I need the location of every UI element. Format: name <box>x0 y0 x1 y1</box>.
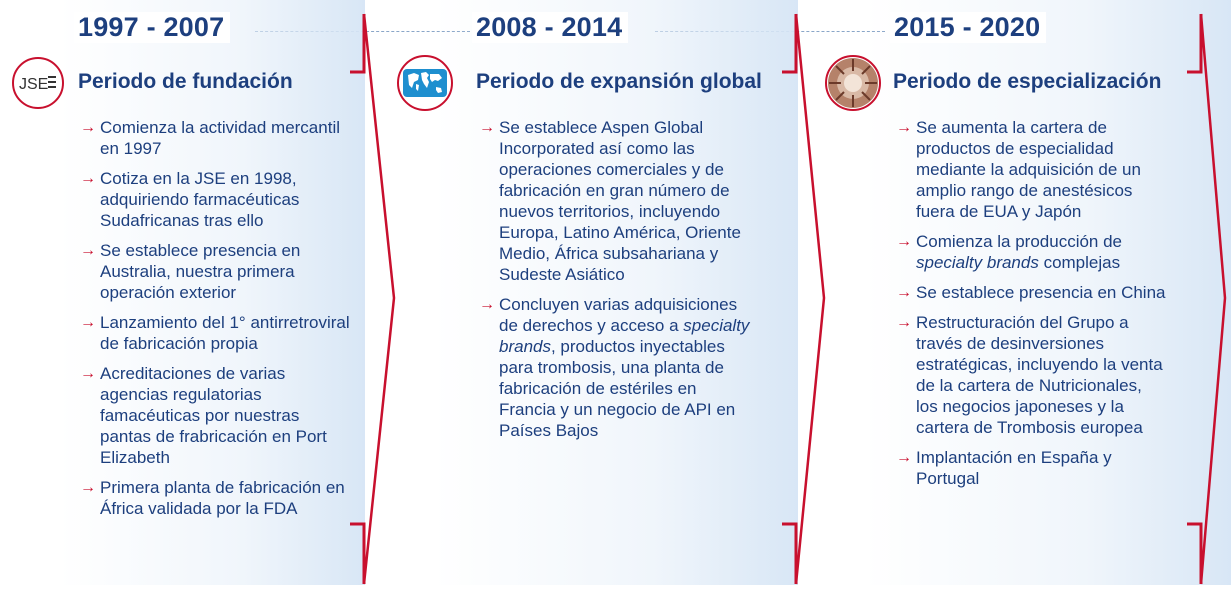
period-title: Periodo de fundación <box>78 70 293 93</box>
item-text: complejas <box>1038 253 1121 272</box>
period-item-list: → Se establece Aspen Global Incorporated … <box>479 117 754 450</box>
arrow-right-icon: → <box>479 119 495 136</box>
chevron-arrow-shape <box>782 13 826 585</box>
column-background <box>435 0 798 585</box>
arrow-right-icon: → <box>896 449 912 466</box>
item-text: Se establece presencia en Australia, nue… <box>100 241 301 302</box>
period-years: 1997 - 2007 <box>74 12 231 43</box>
period-column-1: 1997 - 2007 JSE Periodo de fundación → Co… <box>0 0 396 599</box>
period-years: 2015 - 2020 <box>890 12 1047 43</box>
arrow-right-icon: → <box>80 479 96 496</box>
world-map-icon <box>397 55 453 111</box>
column-background <box>865 0 1231 585</box>
arrow-right-icon: → <box>479 296 495 313</box>
column-background <box>60 0 365 585</box>
timeline-item: → Primera planta de fabricación en África… <box>80 477 355 519</box>
arrow-right-icon: → <box>896 119 912 136</box>
period-item-list: → Se aumenta la cartera de productos de e… <box>896 117 1166 498</box>
period-column-3: 2015 - 2020 Periodo de especialización →… <box>825 0 1231 599</box>
timeline-item: → Comienza la actividad mercantil en 1997 <box>80 117 355 159</box>
item-text: Comienza la actividad mercantil en 1997 <box>100 118 340 158</box>
item-text: Primera planta de fabricación en África … <box>100 478 345 518</box>
item-text: , productos inyectables para trombosis, … <box>499 337 736 440</box>
chevron-arrow-shape <box>1187 13 1227 585</box>
period-column-2: 2008 - 2014 Periodo de expansión global … <box>395 0 826 599</box>
item-text: Lanzamiento del 1° antirretroviral de fa… <box>100 313 350 353</box>
item-text: Implantación en España y Portugal <box>916 448 1112 488</box>
building-icon <box>825 55 881 111</box>
timeline-item: → Se establece presencia en China <box>896 282 1166 303</box>
jse-logo-text: JSE <box>19 76 48 93</box>
item-text: Cotiza en la JSE en 1998, adquiriendo fa… <box>100 169 300 230</box>
arrow-right-icon: → <box>80 119 96 136</box>
item-emphasis-text: specialty brands <box>916 253 1039 272</box>
item-emphasis-text: specialty brands <box>499 316 750 356</box>
arrow-right-icon: → <box>896 284 912 301</box>
item-text: Se aumenta la cartera de productos de es… <box>916 118 1141 221</box>
arrow-right-icon: → <box>80 242 96 259</box>
period-title: Periodo de expansión global <box>476 70 762 93</box>
jse-logo-icon: JSE <box>12 57 64 109</box>
item-text: Se establece presencia en China <box>916 283 1166 302</box>
item-text: Restructuración del Grupo a través de de… <box>916 313 1163 437</box>
timeline-item: → Comienza la producción de specialty bra… <box>896 231 1166 273</box>
timeline-item: → Lanzamiento del 1° antirretroviral de f… <box>80 312 355 354</box>
arrow-right-icon: → <box>80 170 96 187</box>
timeline-item: → Implantación en España y Portugal <box>896 447 1166 489</box>
item-text: Se establece Aspen Global Incorporated a… <box>499 118 741 284</box>
timeline-item: → Se aumenta la cartera de productos de e… <box>896 117 1166 222</box>
timeline-item: → Concluyen varias adquisiciones de derec… <box>479 294 754 441</box>
arrow-right-icon: → <box>896 233 912 250</box>
timeline-item: → Cotiza en la JSE en 1998, adquiriendo f… <box>80 168 355 231</box>
arrow-right-icon: → <box>80 365 96 382</box>
period-item-list: → Comienza la actividad mercantil en 1997… <box>80 117 355 528</box>
timeline-item: → Restructuración del Grupo a través de d… <box>896 312 1166 438</box>
item-text: Acreditaciones de varias agencias regula… <box>100 364 327 467</box>
timeline-item: → Acreditaciones de varias agencias regul… <box>80 363 355 468</box>
chevron-arrow-shape <box>350 13 396 585</box>
period-title: Periodo de especialización <box>893 70 1162 93</box>
timeline-item: → Se establece presencia en Australia, nu… <box>80 240 355 303</box>
arrow-right-icon: → <box>896 314 912 331</box>
period-years: 2008 - 2014 <box>472 12 629 43</box>
arrow-right-icon: → <box>80 314 96 331</box>
item-text: Concluyen varias adquisiciones de derech… <box>499 295 738 335</box>
item-text: Comienza la producción de <box>916 232 1123 251</box>
timeline-item: → Se establece Aspen Global Incorporated … <box>479 117 754 285</box>
